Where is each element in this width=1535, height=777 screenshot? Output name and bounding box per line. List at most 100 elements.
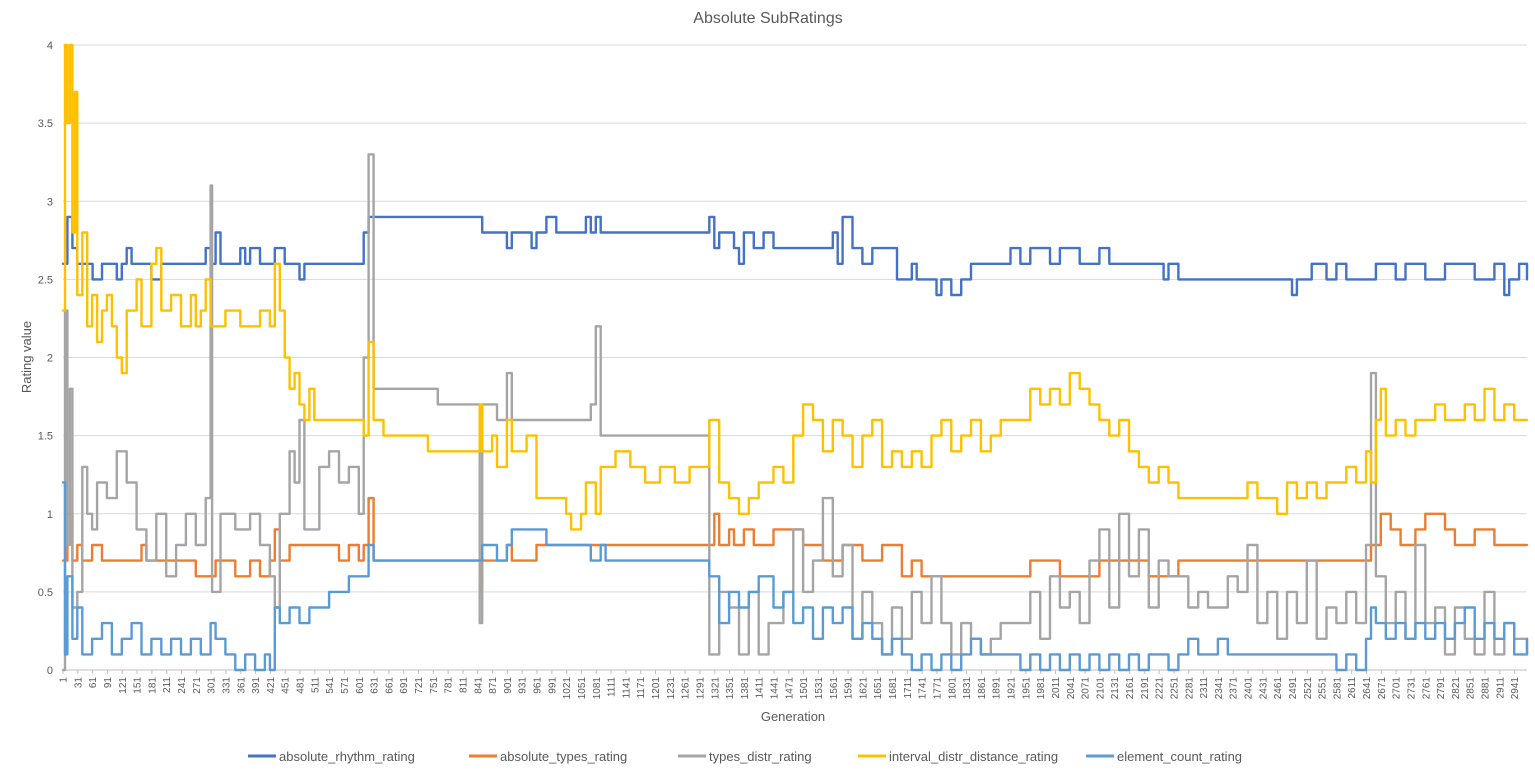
x-tick-label: 421 — [266, 677, 277, 694]
x-tick-label: 1201 — [651, 677, 662, 700]
legend-label: interval_distr_distance_rating — [889, 749, 1058, 764]
x-tick-label: 2311 — [1199, 677, 1210, 699]
x-tick-label: 1441 — [770, 677, 781, 700]
x-tick-label: 331 — [221, 677, 232, 694]
x-tick-label: 991 — [547, 677, 558, 694]
x-tick-label: 2851 — [1466, 677, 1477, 700]
gridlines — [63, 44, 1527, 593]
x-tick-label: 2881 — [1481, 677, 1492, 700]
x-tick-label: 1741 — [918, 677, 929, 700]
x-tick-label: 1981 — [1036, 677, 1047, 700]
y-axis-title: Rating value — [19, 321, 34, 393]
x-tick-label: 751 — [429, 677, 440, 694]
x-tick-label: 361 — [236, 677, 247, 694]
x-tick-label: 2551 — [1318, 677, 1329, 700]
x-tick-label: 1561 — [829, 677, 840, 700]
x-tick-label: 511 — [310, 677, 321, 693]
x-tick-label: 2251 — [1169, 677, 1180, 700]
y-tick-label: 0.5 — [38, 587, 53, 599]
x-tick-label: 1711 — [903, 677, 914, 699]
x-tick-label: 301 — [207, 677, 218, 694]
x-tick-label: 1321 — [710, 677, 721, 700]
x-tick-label: 631 — [370, 677, 381, 694]
x-axis-title: Generation — [761, 709, 825, 724]
x-tick-label: 1501 — [799, 677, 810, 700]
legend-label: types_distr_rating — [709, 749, 812, 764]
x-tick-label: 1681 — [888, 677, 899, 700]
series-line-types_distr_rating — [61, 153, 1529, 672]
x-tick-label: 1591 — [844, 677, 855, 700]
x-tick-label: 451 — [281, 677, 292, 694]
x-tick-label: 1921 — [1007, 677, 1018, 700]
series-line-interval_distr_distance_rating — [61, 43, 1529, 531]
x-tick-label: 1471 — [784, 677, 795, 700]
series-line-element_count_rating — [61, 481, 1529, 672]
x-tick-label: 1111 — [607, 677, 618, 697]
x-tick-label: 211 — [162, 677, 173, 693]
x-tick-label: 481 — [296, 677, 307, 694]
y-axis-ticks: 0 0.5 1 1.5 2 2.5 3 3.5 4 — [38, 40, 53, 677]
x-tick-label: 2191 — [1140, 677, 1151, 700]
x-tick-label: 1081 — [592, 677, 603, 700]
x-tick-label: 61 — [88, 677, 99, 689]
x-axis-ticks: 1 31 61 91 121 151 181 211 241 271 301 331 361 391 421… — [59, 670, 1521, 700]
legend-label: absolute_types_rating — [500, 749, 627, 764]
x-tick-label: 781 — [444, 677, 455, 694]
x-tick-label: 1861 — [977, 677, 988, 700]
x-tick-label: 2671 — [1377, 677, 1388, 700]
x-tick-label: 2461 — [1273, 677, 1284, 700]
x-tick-label: 2821 — [1451, 677, 1462, 700]
x-tick-label: 2641 — [1362, 677, 1373, 700]
x-tick-label: 571 — [340, 677, 351, 694]
x-tick-label: 1261 — [681, 677, 692, 700]
x-tick-label: 691 — [399, 677, 410, 694]
x-tick-label: 1 — [59, 677, 70, 683]
x-tick-label: 2041 — [1066, 677, 1077, 700]
x-tick-label: 1171 — [636, 677, 647, 699]
x-tick-label: 1891 — [992, 677, 1003, 700]
x-tick-label: 2731 — [1406, 677, 1417, 700]
x-tick-label: 1291 — [695, 677, 706, 700]
x-tick-label: 1381 — [740, 677, 751, 700]
chart-title: Absolute SubRatings — [693, 10, 842, 27]
x-tick-label: 811 — [458, 677, 469, 693]
y-tick-label: 3 — [47, 196, 53, 208]
x-tick-label: 1771 — [932, 677, 943, 700]
x-tick-label: 2341 — [1214, 677, 1225, 700]
x-tick-label: 151 — [133, 677, 144, 694]
y-tick-label: 1.5 — [38, 431, 53, 443]
x-tick-label: 1021 — [562, 677, 573, 700]
x-tick-label: 2941 — [1510, 677, 1521, 700]
x-tick-label: 1231 — [666, 677, 677, 700]
y-tick-label: 1 — [47, 509, 53, 521]
x-tick-label: 2521 — [1303, 677, 1314, 700]
x-tick-label: 901 — [503, 677, 514, 694]
y-tick-label: 0 — [47, 665, 53, 677]
x-tick-label: 1621 — [858, 677, 869, 700]
y-tick-label: 2.5 — [38, 274, 53, 286]
x-tick-label: 1531 — [814, 677, 825, 700]
series-line-absolute_types_rating — [61, 496, 1529, 594]
x-tick-label: 541 — [325, 677, 336, 694]
series-line-absolute_rhythm_rating — [61, 215, 1529, 297]
x-tick-label: 181 — [147, 677, 158, 694]
x-tick-label: 271 — [192, 677, 203, 694]
x-tick-label: 721 — [414, 677, 425, 694]
x-tick-label: 601 — [355, 677, 366, 694]
x-tick-label: 2701 — [1392, 677, 1403, 700]
x-tick-label: 961 — [533, 677, 544, 694]
x-tick-label: 2071 — [1081, 677, 1092, 700]
x-tick-label: 2401 — [1244, 677, 1255, 700]
x-tick-label: 1831 — [962, 677, 973, 700]
x-tick-label: 2791 — [1436, 677, 1447, 700]
series-lines — [61, 43, 1529, 672]
x-tick-label: 91 — [103, 677, 114, 689]
legend-label: absolute_rhythm_rating — [279, 749, 415, 764]
x-tick-label: 1801 — [947, 677, 958, 700]
x-tick-label: 2101 — [1095, 677, 1106, 700]
y-tick-label: 4 — [47, 40, 53, 52]
x-tick-label: 121 — [118, 677, 129, 694]
x-tick-label: 2611 — [1347, 677, 1358, 699]
x-tick-label: 2491 — [1288, 677, 1299, 700]
x-tick-label: 2911 — [1495, 677, 1506, 699]
